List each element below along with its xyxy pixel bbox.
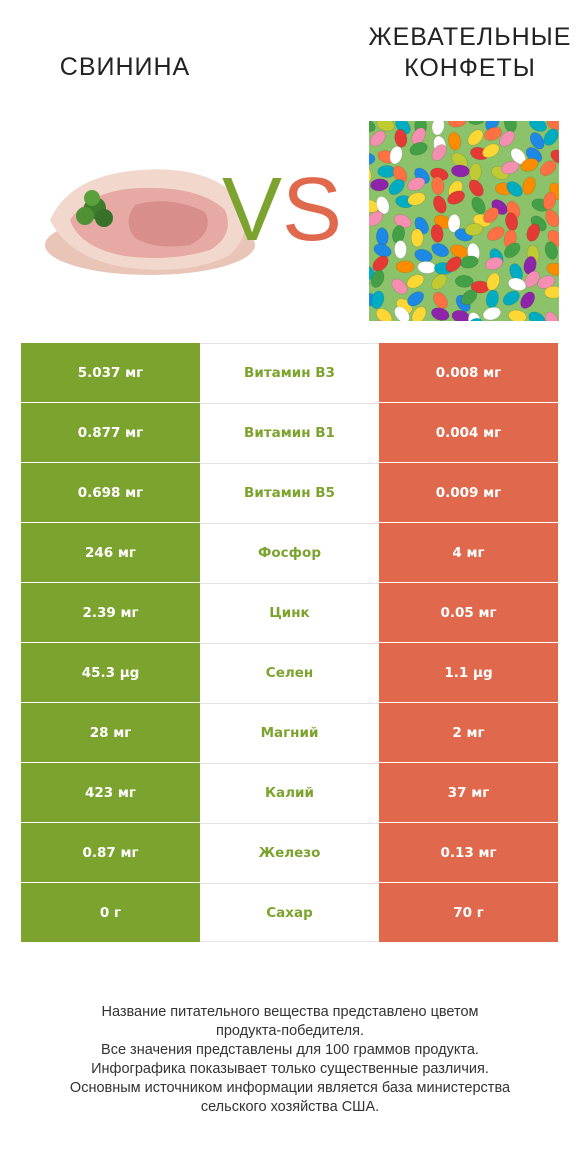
right-value: 2 мг: [379, 703, 558, 762]
versus-s: S: [282, 160, 343, 260]
right-value: 0.13 мг: [379, 823, 558, 882]
left-value: 0 г: [21, 883, 200, 942]
nutrient-row: 0.87 мг Железо 0.13 мг: [21, 823, 558, 883]
left-value: 2.39 мг: [21, 583, 200, 642]
right-value: 0.05 мг: [379, 583, 558, 642]
right-food-title: ЖЕВАТЕЛЬНЫЕ КОНФЕТЫ: [360, 22, 580, 84]
right-value: 1.1 µg: [379, 643, 558, 702]
nutrient-name: Витамин B3: [200, 343, 379, 402]
left-value: 246 мг: [21, 523, 200, 582]
left-food-title-text: СВИНИНА: [59, 53, 191, 81]
right-value: 37 мг: [379, 763, 558, 822]
left-food-title: СВИНИНА: [20, 52, 230, 83]
footer-line-1: Название питательного вещества представл…: [101, 1004, 479, 1020]
nutrient-row: 28 мг Магний 2 мг: [21, 703, 558, 763]
right-value: 70 г: [379, 883, 558, 942]
left-value: 28 мг: [21, 703, 200, 762]
footer-line-3: Все значения представлены для 100 граммо…: [101, 1042, 479, 1058]
nutrient-row: 246 мг Фосфор 4 мг: [21, 523, 558, 583]
footer-line-6: сельского хозяйства США.: [200, 1099, 380, 1115]
footer-notes: Название питательного вещества представл…: [20, 1003, 560, 1117]
pork-image: [45, 169, 255, 275]
left-value: 0.698 мг: [21, 463, 200, 522]
right-food-title-line1: ЖЕВАТЕЛЬНЫЕ: [368, 23, 572, 51]
left-value: 5.037 мг: [21, 343, 200, 402]
right-value: 0.009 мг: [379, 463, 558, 522]
nutrient-name: Калий: [200, 763, 379, 822]
nutrient-row: 0.698 мг Витамин B5 0.009 мг: [21, 463, 558, 523]
right-value: 0.004 мг: [379, 403, 558, 462]
left-value: 0.877 мг: [21, 403, 200, 462]
nutrient-name: Витамин B1: [200, 403, 379, 462]
right-value: 0.008 мг: [379, 343, 558, 402]
nutrient-name: Витамин B5: [200, 463, 379, 522]
footer-line-4: Инфографика показывает только существенн…: [91, 1061, 489, 1077]
right-food-title-line2: КОНФЕТЫ: [404, 54, 536, 82]
nutrient-name: Селен: [200, 643, 379, 702]
nutrient-row: 5.037 мг Витамин B3 0.008 мг: [21, 343, 558, 403]
nutrient-name: Железо: [200, 823, 379, 882]
left-value: 45.3 µg: [21, 643, 200, 702]
left-value: 423 мг: [21, 763, 200, 822]
nutrient-name: Цинк: [200, 583, 379, 642]
nutrient-name: Фосфор: [200, 523, 379, 582]
versus-label: VS: [222, 155, 342, 265]
footer-line-2: продукта-победителя.: [215, 1023, 365, 1039]
nutrient-row: 2.39 мг Цинк 0.05 мг: [21, 583, 558, 643]
nutrient-comparison-table: 5.037 мг Витамин B3 0.008 мг 0.877 мг Витами…: [21, 343, 558, 943]
left-value: 0.87 мг: [21, 823, 200, 882]
versus-v: V: [222, 160, 283, 260]
footer-line-5: Основным источником информации является …: [69, 1080, 511, 1096]
nutrient-row: 0 г Сахар 70 г: [21, 883, 558, 943]
nutrient-row: 423 мг Калий 37 мг: [21, 763, 558, 823]
nutrient-name: Магний: [200, 703, 379, 762]
nutrient-row: 45.3 µg Селен 1.1 µg: [21, 643, 558, 703]
jelly-beans-image: [369, 121, 559, 321]
nutrient-row: 0.877 мг Витамин B1 0.004 мг: [21, 403, 558, 463]
nutrient-name: Сахар: [200, 883, 379, 942]
right-value: 4 мг: [379, 523, 558, 582]
